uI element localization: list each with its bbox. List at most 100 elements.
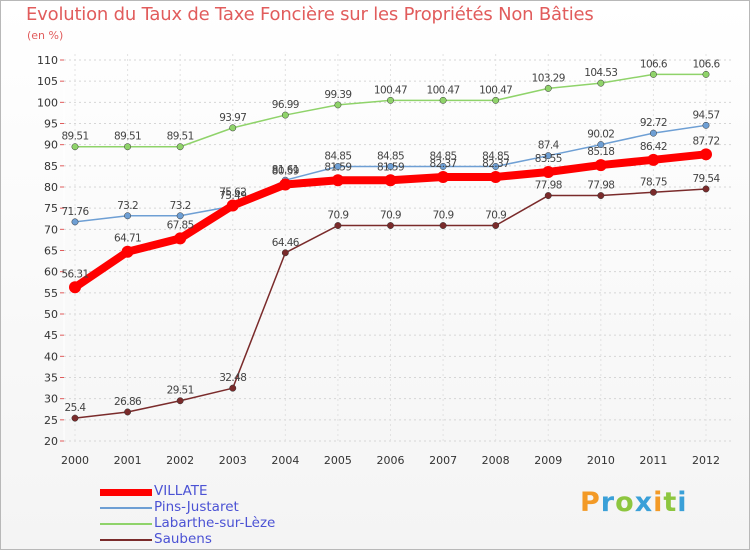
data-label-saubens: 26.86: [114, 396, 142, 408]
data-point-saubens: [124, 408, 132, 416]
logo-letter: i: [653, 487, 664, 518]
data-label-labarthe-sur-l-ze: 106.6: [640, 58, 668, 70]
data-point-saubens: [439, 222, 447, 229]
logo-letter: o: [615, 487, 635, 518]
data-point-villate: [700, 148, 712, 161]
data-label-villate: 81.59: [377, 161, 404, 173]
y-tick-label: 55: [44, 287, 58, 300]
data-point-villate: [384, 174, 397, 187]
data-label-villate: 87.72: [692, 135, 719, 147]
y-tick-label: 80: [44, 181, 58, 194]
logo-letter: i: [677, 487, 688, 518]
y-tick-label: 85: [44, 160, 58, 173]
y-tick-label: 20: [44, 435, 58, 448]
logo-letter: t: [663, 487, 678, 518]
data-point-pins-justaret: [649, 129, 657, 137]
data-label-pins-justaret: 84.85: [430, 150, 457, 162]
data-label-villate: 64.71: [114, 233, 141, 245]
data-label-villate: 56.31: [61, 268, 88, 280]
legend-label-pins-justaret: Pins-Justaret: [154, 499, 239, 515]
data-label-pins-justaret: 84.85: [482, 150, 509, 162]
data-point-labarthe-sur-l-ze: [439, 96, 447, 104]
data-label-labarthe-sur-l-ze: 104.53: [584, 67, 617, 79]
legend-swatch-saubens: [100, 539, 152, 541]
data-point-villate: [226, 199, 239, 212]
chart-subtitle: (en %): [27, 29, 64, 42]
x-tick-label: 2002: [166, 454, 194, 467]
data-label-saubens: 70.9: [380, 210, 401, 222]
y-tick-label: 30: [44, 393, 58, 406]
data-label-saubens: 77.98: [587, 180, 614, 192]
data-label-saubens: 70.9: [485, 210, 506, 222]
data-point-villate: [331, 174, 344, 187]
legend-label-saubens: Saubens: [154, 531, 212, 547]
data-point-villate: [542, 165, 555, 178]
data-point-saubens: [71, 414, 79, 422]
data-point-villate: [437, 170, 450, 183]
data-point-villate: [121, 245, 134, 258]
data-point-saubens: [492, 222, 500, 229]
data-label-pins-justaret: 90.02: [587, 129, 614, 141]
y-tick-label: 45: [44, 329, 58, 342]
data-label-saubens: 70.9: [327, 210, 348, 222]
y-tick-label: 95: [44, 118, 58, 131]
logo-letter: x: [634, 487, 654, 518]
y-tick-label: 60: [44, 266, 58, 279]
data-point-pins-justaret: [492, 163, 500, 170]
data-point-pins-justaret: [176, 212, 184, 220]
data-label-saubens: 29.51: [167, 385, 194, 397]
data-label-labarthe-sur-l-ze: 89.51: [167, 131, 194, 143]
data-label-villate: 67.85: [167, 219, 194, 231]
data-label-labarthe-sur-l-ze: 99.39: [324, 89, 351, 101]
data-point-pins-justaret: [387, 163, 394, 170]
data-label-saubens: 77.98: [535, 180, 562, 192]
x-tick-label: 2011: [639, 454, 667, 467]
data-label-villate: 86.42: [640, 141, 667, 153]
data-label-saubens: 64.46: [272, 237, 300, 249]
y-tick-label: 70: [44, 223, 58, 236]
data-point-villate: [174, 232, 187, 245]
data-label-pins-justaret: 84.85: [324, 150, 351, 162]
data-point-saubens: [649, 188, 657, 196]
data-point-saubens: [702, 185, 710, 193]
x-tick-label: 2012: [692, 454, 720, 467]
data-point-saubens: [597, 192, 605, 200]
data-label-villate: 83.55: [535, 153, 562, 165]
data-point-saubens: [281, 249, 289, 257]
x-tick-label: 2008: [482, 454, 510, 467]
data-point-saubens: [176, 397, 184, 405]
data-label-labarthe-sur-l-ze: 89.51: [61, 131, 88, 143]
data-label-labarthe-sur-l-ze: 96.99: [272, 99, 299, 111]
y-tick-label: 100: [37, 96, 58, 109]
data-point-labarthe-sur-l-ze: [649, 70, 657, 78]
data-point-saubens: [229, 384, 237, 392]
data-point-labarthe-sur-l-ze: [71, 143, 79, 151]
data-point-labarthe-sur-l-ze: [176, 143, 184, 151]
data-point-labarthe-sur-l-ze: [229, 124, 237, 132]
data-point-labarthe-sur-l-ze: [702, 70, 710, 78]
data-label-labarthe-sur-l-ze: 100.47: [427, 84, 460, 96]
data-point-labarthe-sur-l-ze: [597, 79, 605, 87]
data-label-labarthe-sur-l-ze: 93.97: [219, 112, 246, 124]
y-tick-label: 35: [44, 372, 58, 385]
data-label-villate: 81.59: [324, 161, 351, 173]
data-point-labarthe-sur-l-ze: [492, 96, 500, 104]
legend-swatch-pins-justaret: [100, 507, 152, 509]
data-label-pins-justaret: 73.2: [117, 200, 138, 212]
data-label-labarthe-sur-l-ze: 89.51: [114, 131, 141, 143]
x-tick-label: 2010: [587, 454, 615, 467]
data-point-pins-justaret: [702, 121, 710, 129]
data-label-saubens: 70.9: [433, 210, 454, 222]
data-point-labarthe-sur-l-ze: [124, 143, 132, 151]
data-point-pins-justaret: [334, 163, 342, 170]
data-label-villate: 82.37: [482, 158, 509, 170]
data-label-saubens: 25.4: [65, 402, 87, 414]
y-tick-label: 25: [44, 414, 58, 427]
data-label-labarthe-sur-l-ze: 100.47: [374, 84, 407, 96]
data-point-villate: [647, 153, 660, 166]
x-tick-label: 2003: [219, 454, 247, 467]
logo-letter: r: [600, 487, 616, 518]
data-point-villate: [489, 170, 502, 183]
data-point-villate: [279, 178, 292, 191]
